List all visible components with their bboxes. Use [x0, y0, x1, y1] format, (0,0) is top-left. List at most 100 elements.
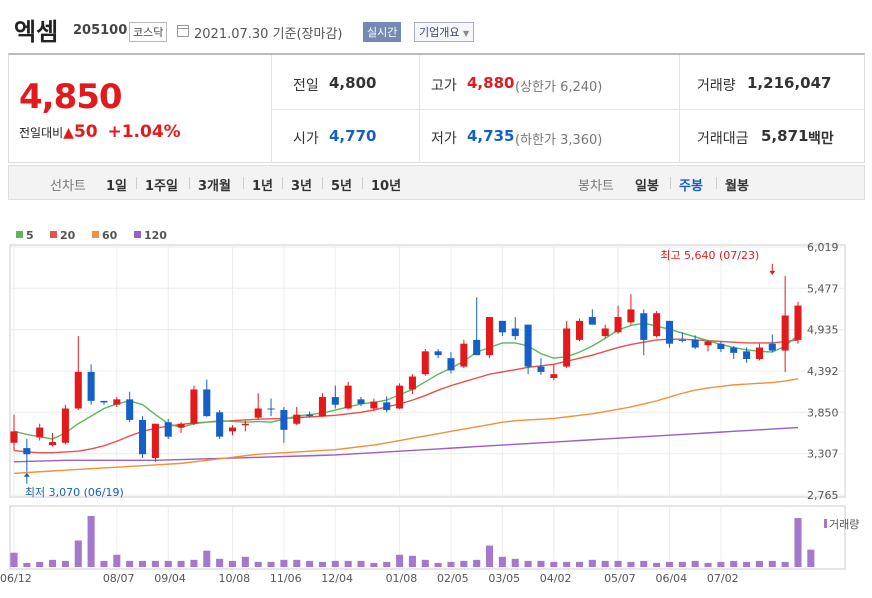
candle-body [87, 371, 95, 401]
candle-body [61, 408, 69, 443]
candle-body [267, 408, 275, 410]
candle-body [293, 414, 301, 424]
candle-body [550, 374, 558, 379]
separator [716, 177, 717, 189]
volume-bar [357, 560, 365, 567]
line-chart-label: 선차트 [50, 179, 86, 194]
min-arrow-head [23, 472, 30, 477]
volume-bar [203, 550, 211, 567]
volume-bar [627, 561, 635, 567]
up-triangle-icon: ▲ [63, 125, 74, 141]
candle-body [653, 313, 661, 337]
high-value: 4,880 [467, 74, 515, 92]
volume-bar [678, 561, 686, 567]
volume-bar [216, 558, 224, 567]
candle-weekly[interactable]: 주봉 [679, 179, 703, 194]
volume-bar [730, 560, 738, 567]
volume-bar [717, 561, 725, 567]
volume-bar [614, 560, 622, 567]
volume-bar [563, 561, 571, 567]
period-1y[interactable]: 1년 [252, 179, 274, 194]
candle-body [640, 313, 648, 340]
candle-body [254, 408, 262, 418]
separator [670, 177, 671, 189]
legend-label: 5 [26, 229, 34, 242]
candle-body [331, 397, 339, 405]
legend-swatch [134, 231, 141, 238]
candle-body [575, 320, 584, 340]
volume-bar [588, 559, 596, 567]
candle-body [36, 427, 44, 438]
change-label: 전일대비 [19, 126, 64, 140]
y-tick-label: 5,477 [807, 282, 839, 295]
candle-body [537, 366, 545, 372]
candle-body [113, 399, 121, 405]
candle-body [563, 328, 571, 367]
volume-bar [254, 561, 262, 567]
stock-chart: 6,019 5,477 4,935 4,392 3,850 3,307 2,765 06/12… [0, 229, 859, 585]
x-tick-label: 06/12 [0, 572, 32, 585]
company-overview-button[interactable]: 기업개요 ▼ [414, 22, 475, 42]
low-value: 4,735 [467, 127, 515, 145]
volume-bar [653, 562, 661, 567]
volume-bar [408, 555, 416, 567]
x-tick-label: 07/02 [707, 572, 739, 585]
volume-bar [126, 560, 134, 567]
prev-close-value: 4,800 [329, 74, 377, 92]
volume-bar [138, 560, 147, 567]
x-tick-label: 02/05 [437, 572, 469, 585]
period-bar: 선차트 1일 1주일 3개월 1년 3년 5년 10년 봉차트 일봉 주봉 월봉 [8, 165, 865, 200]
candle-body [138, 419, 147, 455]
change-value: 50 [73, 122, 98, 142]
candle-daily[interactable]: 일봉 [635, 179, 659, 194]
period-1w[interactable]: 1주일 [145, 179, 178, 194]
volume-bar [575, 561, 584, 567]
period-10y[interactable]: 10년 [371, 179, 402, 194]
volume-bar [396, 554, 404, 567]
period-5y[interactable]: 5년 [331, 179, 353, 194]
x-tick-label: 12/04 [321, 572, 353, 585]
separator [282, 177, 283, 189]
volume-bar [743, 561, 751, 567]
period-3m[interactable]: 3개월 [198, 179, 231, 194]
volume-bar [344, 560, 352, 567]
candle-body [318, 397, 326, 417]
volume-bar [267, 561, 275, 567]
x-tick-label: 04/02 [540, 572, 572, 585]
volume-bar [704, 562, 712, 567]
candle-body [190, 389, 198, 424]
volume-bar [486, 545, 494, 567]
volume-bar [87, 516, 95, 567]
amount-label: 거래대금 [697, 131, 749, 147]
volume-label: 거래량 [697, 78, 736, 94]
separator [362, 177, 363, 189]
candle-body [49, 442, 57, 446]
candle-monthly[interactable]: 월봉 [725, 179, 749, 194]
upper-limit: (상한가 6,240) [515, 80, 603, 95]
y-tick-label: 4,392 [807, 365, 839, 378]
candle-body [473, 339, 481, 356]
volume-bar [318, 561, 326, 567]
candle-body [74, 371, 82, 409]
candle-body [498, 320, 506, 333]
candle-chart-label: 봉차트 [578, 179, 614, 194]
volume-bar [164, 560, 172, 567]
y-tick-label: 4,935 [807, 324, 839, 337]
volume-bar [421, 559, 429, 567]
volume-bar [228, 560, 237, 567]
legend-label: 20 [60, 229, 76, 242]
legend-label: 60 [102, 229, 118, 242]
candle-body [23, 448, 31, 455]
base-date: 2021.07.30 기준(장마감) [194, 27, 343, 42]
period-3y[interactable]: 3년 [291, 179, 313, 194]
period-1d[interactable]: 1일 [106, 179, 128, 194]
volume-bar [524, 560, 532, 567]
low-label: 저가 [431, 131, 457, 147]
volume-value: 1,216,047 [747, 74, 832, 92]
candle-body [781, 315, 789, 351]
realtime-button[interactable]: 실시간 [363, 22, 402, 42]
volume-bar [151, 560, 159, 567]
candle-body [704, 341, 712, 346]
ma120-line [13, 426, 799, 463]
candle-body [665, 320, 674, 344]
